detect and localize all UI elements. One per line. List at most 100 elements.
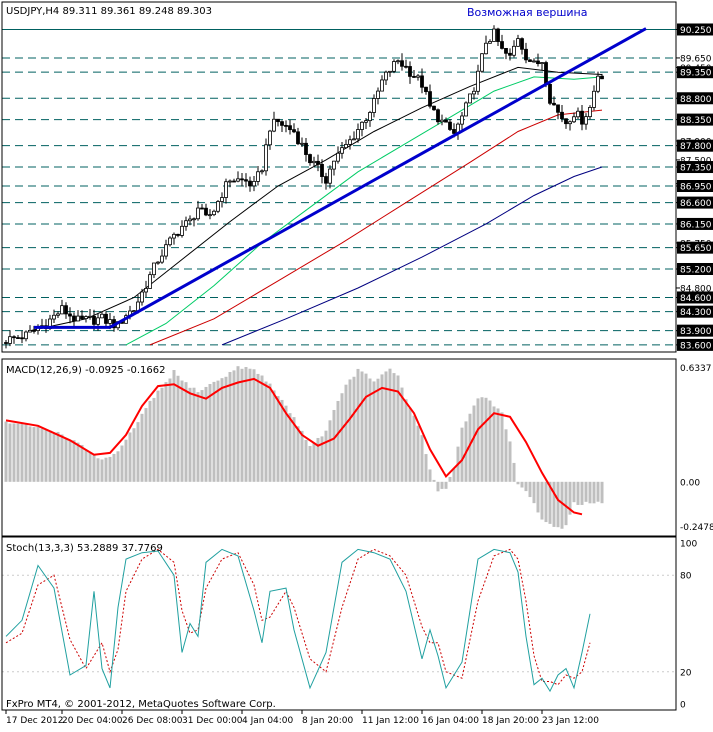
macd-histogram-bar	[460, 427, 464, 482]
macd-histogram-bar	[168, 378, 172, 482]
macd-histogram-bar	[112, 453, 116, 482]
macd-histogram-bar	[504, 429, 508, 482]
price-tag	[677, 113, 713, 126]
candle-body	[256, 171, 260, 182]
moving-average-line	[149, 109, 603, 346]
candle-body	[344, 144, 348, 149]
candle-body	[444, 119, 448, 123]
candle-body	[196, 207, 200, 220]
candle-body	[56, 313, 60, 316]
panel-frames	[1, 1, 677, 711]
macd-histogram-bar	[500, 412, 504, 482]
candle-body	[8, 336, 12, 344]
candle-body	[348, 139, 352, 145]
symbol-label: USDJPY,H4 89.311 89.361 89.248 89.303	[6, 6, 212, 17]
candle-body	[504, 47, 508, 54]
price-tag	[677, 324, 713, 337]
macd-histogram-bar	[156, 390, 160, 482]
macd-histogram-bar	[104, 457, 108, 482]
candle-body	[208, 214, 212, 217]
macd-histogram-bar	[284, 405, 288, 482]
candle-body	[540, 62, 544, 65]
price-axis-label: 86.950	[680, 183, 712, 193]
macd-histogram-bar	[320, 436, 324, 482]
candle-body	[572, 116, 576, 123]
candle-body	[472, 90, 476, 95]
panel-frame	[1, 1, 677, 353]
candle-body	[224, 181, 228, 198]
candle-body	[132, 310, 136, 313]
macd-histogram-bar	[332, 409, 336, 482]
trend-lines[interactable]	[34, 27, 647, 329]
candle-body	[328, 168, 332, 184]
candle-body	[188, 218, 192, 222]
candle-body	[412, 75, 416, 78]
macd-histogram-bar	[220, 378, 224, 482]
candle-body	[264, 144, 268, 172]
candle-body	[508, 52, 512, 56]
candle-body	[516, 38, 520, 47]
macd-histogram-bar	[116, 451, 120, 482]
macd-histogram-bar	[180, 380, 184, 482]
macd-histogram-bar	[68, 439, 72, 482]
candle-body	[420, 75, 424, 88]
candle-body	[60, 305, 64, 315]
macd-histogram-bar	[40, 428, 44, 482]
candle-body	[76, 315, 80, 322]
candle-body	[84, 316, 88, 319]
macd-histogram-bar	[488, 400, 492, 482]
macd-histogram-bar	[564, 481, 568, 526]
candle-body	[600, 75, 604, 80]
macd-histogram-bar	[4, 421, 8, 482]
macd-histogram-bar	[196, 392, 200, 482]
price-axis-label: 86.150	[680, 220, 712, 230]
macd-histogram-bar	[16, 423, 20, 482]
candle-body	[588, 107, 592, 118]
candle-body	[28, 329, 32, 333]
candle-body	[424, 86, 428, 93]
macd-histogram-bar	[444, 481, 448, 489]
macd-histogram-bar	[144, 408, 148, 482]
price-axis-label: 88.350	[680, 116, 712, 126]
macd-histogram-bar	[232, 370, 236, 482]
macd-histogram-bar	[596, 481, 600, 502]
candle-body	[388, 70, 392, 73]
price-axis-label: 90.250	[680, 26, 712, 36]
macd-histogram-bar	[36, 426, 40, 482]
macd-histogram-bar	[348, 379, 352, 482]
candle-body	[88, 315, 92, 318]
candle-body	[452, 129, 456, 134]
macd-histogram-bar	[172, 370, 176, 482]
macd-histogram-bar	[556, 481, 560, 528]
price-axis-label: 84.300	[680, 308, 712, 318]
price-tag	[677, 139, 713, 152]
trend-line[interactable]	[109, 27, 647, 329]
candle-body	[432, 105, 436, 111]
price-tag	[677, 241, 713, 254]
candle-body	[528, 59, 532, 62]
candle-body	[4, 342, 8, 344]
candle-body	[592, 90, 596, 108]
stochastic-panel	[2, 548, 676, 693]
macd-histogram-bar	[392, 373, 396, 482]
candle-body	[80, 315, 84, 319]
candle-body	[160, 255, 164, 263]
candle-body	[556, 104, 560, 113]
candle-body	[480, 53, 484, 72]
candle-body	[236, 178, 240, 182]
macd-histogram-bar	[508, 441, 512, 482]
price-tag	[677, 217, 713, 230]
macd-histogram-bar	[492, 406, 496, 482]
macd-histogram-bar	[48, 430, 52, 482]
macd-histogram-bar	[360, 371, 364, 482]
candle-body	[568, 121, 572, 125]
candle-body	[392, 61, 396, 72]
macd-histogram-bar	[368, 378, 372, 482]
macd-histogram-bar	[548, 481, 552, 524]
macd-histogram-bar	[136, 422, 140, 482]
macd-histogram-bar	[432, 479, 436, 482]
candle-body	[484, 42, 488, 55]
macd-histogram-bar	[244, 367, 248, 482]
